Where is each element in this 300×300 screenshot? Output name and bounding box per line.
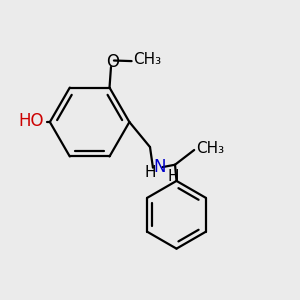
Text: H: H (168, 169, 179, 184)
Text: HO: HO (18, 112, 44, 130)
Text: N: N (153, 158, 166, 176)
Text: H: H (145, 165, 156, 180)
Text: CH₃: CH₃ (196, 141, 225, 156)
Text: CH₃: CH₃ (133, 52, 161, 67)
Text: O: O (106, 53, 119, 71)
